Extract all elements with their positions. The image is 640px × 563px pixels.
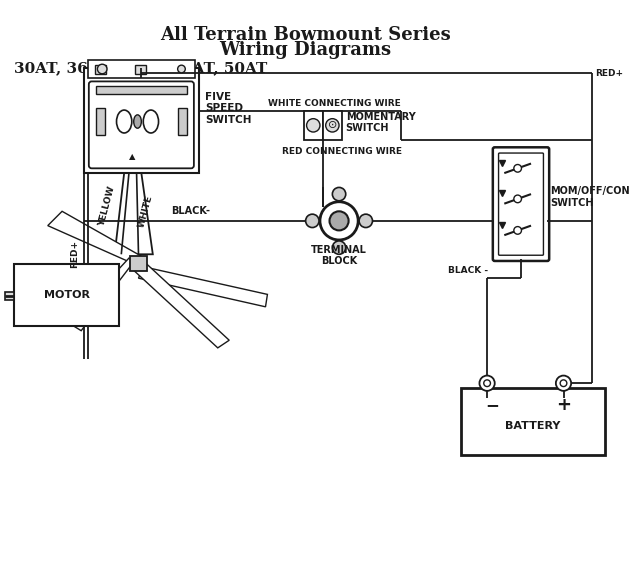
Ellipse shape <box>134 115 141 128</box>
Text: ⊙: ⊙ <box>328 120 337 131</box>
Circle shape <box>332 241 346 254</box>
Circle shape <box>332 187 346 201</box>
Text: FIVE
SPEED
SWITCH: FIVE SPEED SWITCH <box>205 92 252 125</box>
Bar <box>4 293 14 300</box>
Circle shape <box>178 65 186 73</box>
Bar <box>178 108 187 135</box>
Text: MOTOR: MOTOR <box>44 291 90 300</box>
Polygon shape <box>132 259 229 348</box>
Text: MOMENTARY
SWITCH: MOMENTARY SWITCH <box>346 111 415 133</box>
Bar <box>323 111 342 140</box>
Text: MOM/OFF/CON
SWITCH: MOM/OFF/CON SWITCH <box>550 186 630 208</box>
Circle shape <box>307 119 320 132</box>
Text: All Terrain Bowmount Series: All Terrain Bowmount Series <box>160 26 451 44</box>
Polygon shape <box>115 173 153 254</box>
Bar <box>95 108 105 135</box>
Text: 30AT, 36AT, 40AT, 42AT, 50AT: 30AT, 36AT, 40AT, 42AT, 50AT <box>14 61 268 75</box>
Text: BLACK-: BLACK- <box>172 206 211 216</box>
Circle shape <box>484 380 490 387</box>
Text: WHITE CONNECTING WIRE: WHITE CONNECTING WIRE <box>268 99 401 108</box>
Text: WHITE: WHITE <box>136 194 154 229</box>
Bar <box>84 68 198 173</box>
Text: YELLOW: YELLOW <box>97 185 116 227</box>
Bar <box>304 111 323 140</box>
Text: BATTERY: BATTERY <box>505 421 561 431</box>
Text: TERMINAL
BLOCK: TERMINAL BLOCK <box>311 245 367 266</box>
Bar <box>134 65 146 74</box>
Text: −: − <box>485 396 499 414</box>
Text: RED+: RED+ <box>595 69 623 78</box>
Circle shape <box>326 119 339 132</box>
Circle shape <box>359 214 372 227</box>
Text: RED CONNECTING WIRE: RED CONNECTING WIRE <box>282 147 402 156</box>
Bar <box>461 388 605 455</box>
Ellipse shape <box>143 110 159 133</box>
Circle shape <box>306 214 319 227</box>
Bar <box>14 264 120 326</box>
Bar <box>95 65 106 74</box>
Circle shape <box>479 376 495 391</box>
Bar <box>95 86 187 94</box>
Circle shape <box>97 64 107 74</box>
FancyBboxPatch shape <box>493 148 549 261</box>
Bar <box>130 256 147 271</box>
Bar <box>88 60 195 78</box>
Polygon shape <box>48 211 141 264</box>
Text: Wiring Diagrams: Wiring Diagrams <box>220 41 392 59</box>
Circle shape <box>514 195 522 203</box>
FancyBboxPatch shape <box>89 82 194 168</box>
Circle shape <box>560 380 567 387</box>
Text: +: + <box>556 396 571 414</box>
FancyBboxPatch shape <box>499 153 543 255</box>
Ellipse shape <box>116 110 132 133</box>
Polygon shape <box>68 258 134 330</box>
Text: RED+: RED+ <box>70 240 79 269</box>
Circle shape <box>330 211 349 230</box>
Circle shape <box>320 202 358 240</box>
Circle shape <box>514 164 522 172</box>
Circle shape <box>514 226 522 234</box>
Polygon shape <box>138 267 268 307</box>
Circle shape <box>556 376 571 391</box>
Text: ▲: ▲ <box>129 151 135 160</box>
Text: BLACK -: BLACK - <box>448 266 488 275</box>
